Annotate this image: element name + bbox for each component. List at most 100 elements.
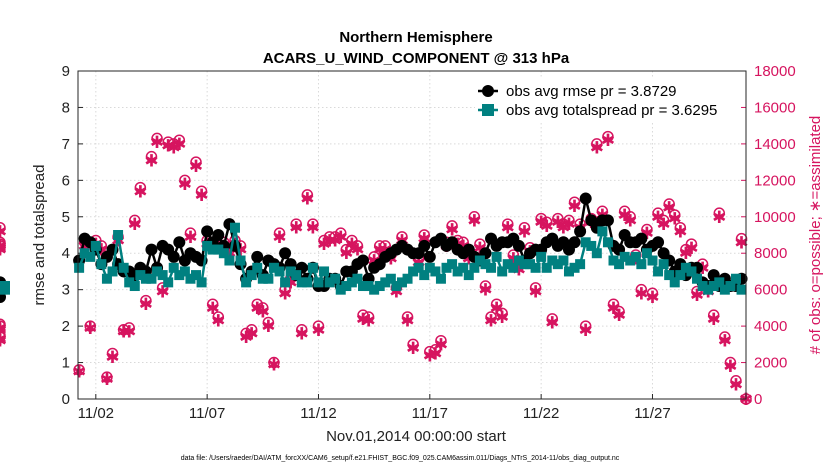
obs-assimilated-point: ✱ (172, 135, 186, 155)
spread-point (152, 266, 163, 277)
obs-assimilated-point: ✱ (295, 324, 309, 344)
obs-possible-point (195, 185, 208, 198)
y2-tick-label: 10000 (754, 209, 796, 226)
spread-point (458, 262, 469, 273)
spread-point (647, 255, 658, 266)
spread-point (74, 262, 85, 273)
obs-assimilated-point: ✱ (0, 239, 7, 259)
y2-axis-label: # of obs: o=possible; ∗=assimilated (807, 116, 824, 355)
obs-assimilated-point: ✱ (167, 139, 181, 159)
y-tick-label: 1 (62, 355, 70, 372)
x-tick-label: 11/07 (189, 405, 225, 422)
spread-point (580, 237, 591, 248)
obs-possible-point (668, 209, 681, 221)
spread-point (263, 273, 274, 284)
spread-point (163, 277, 174, 288)
rmse-point (201, 225, 214, 238)
spread-point (469, 262, 480, 273)
obs-possible-point (340, 243, 353, 256)
spread-point (563, 266, 574, 277)
obs-assimilated-point: ✱ (150, 133, 164, 153)
obs-assimilated-point: ✱ (601, 131, 615, 151)
obs-assimilated-point: ✱ (0, 330, 7, 350)
obs-possible-point (424, 345, 436, 358)
spread-point (730, 273, 741, 284)
obs-assimilated-point: ✱ (729, 375, 743, 395)
obs-possible-point (245, 324, 258, 336)
x-axis-ticks: 11/02 11/07 11/12 11/17 11/22 11/27 (78, 394, 671, 422)
spread-point (341, 281, 352, 292)
spread-point (313, 277, 324, 288)
obs-possible-point (501, 218, 514, 230)
obs-possible-point (173, 134, 186, 146)
spread-point (202, 240, 213, 251)
obs-possible-point (657, 214, 670, 227)
right-axis-ticks: 0 2000 4000 6000 8000 10000 12000 14000 16000 180… (741, 63, 796, 408)
obs-assimilated-point: ✱ (117, 323, 131, 343)
obs-possible-point (719, 331, 731, 343)
obs-assimilated-point: ✱ (651, 208, 665, 228)
obs-possible-point (435, 334, 447, 347)
spread-point (396, 277, 407, 288)
obs-assimilated-point: ✱ (0, 319, 7, 339)
obs-possible-point (579, 320, 592, 332)
y-tick-label: 0 (62, 391, 70, 408)
obs-possible-point (429, 344, 442, 356)
obs-possible-point (607, 298, 620, 310)
obs-assimilated-point: ✱ (272, 228, 286, 248)
obs-possible-point (685, 238, 698, 250)
obs-assimilated-point: ✱ (267, 355, 281, 375)
obs-assimilated-point: ✱ (668, 210, 682, 230)
spread-point (168, 262, 179, 273)
chart-subtitle: ACARS_U_WIND_COMPONENT @ 313 hPa (263, 50, 570, 67)
obs-assimilated-point: ✱ (178, 175, 192, 195)
obs-possible-point (323, 231, 336, 243)
obs-assimilated-point: ✱ (562, 215, 576, 235)
spread-point (569, 262, 580, 273)
spread-point (140, 273, 151, 284)
obs-assimilated-point: ✱ (345, 235, 359, 255)
spread-point (602, 237, 613, 248)
rmse-point (601, 214, 614, 227)
obs-possible-point (290, 218, 302, 230)
obs-possible-point (490, 298, 503, 310)
spread-point (96, 259, 107, 270)
spread-point (519, 259, 530, 270)
obs-assimilated-point: ✱ (556, 219, 570, 239)
y-tick-label: 7 (62, 136, 70, 153)
obs-possible-point (407, 338, 419, 351)
obs-assimilated-point: ✱ (100, 370, 114, 390)
obs-assimilated-point: ✱ (606, 299, 620, 319)
legend-rmse-marker (482, 85, 494, 97)
obs-assimilated-point: ✱ (707, 310, 721, 330)
obs-assimilated-point: ✱ (161, 137, 175, 157)
obs-assimilated-point: ✱ (328, 231, 342, 251)
obs-assimilated-point: ✱ (428, 344, 442, 364)
obs-possible-point (635, 283, 648, 296)
spread-point (513, 255, 524, 266)
obs-possible-point (373, 240, 386, 252)
obs-possible-point (184, 227, 197, 239)
spread-point (113, 230, 124, 240)
spread-point (430, 266, 441, 277)
obs-assimilated-point: ✱ (662, 199, 676, 219)
spread-point (174, 270, 185, 281)
obs-assimilated-point: ✱ (139, 295, 153, 315)
obs-assimilated-point: ✱ (211, 312, 225, 332)
spread-point (630, 251, 641, 262)
obs-possible-point (0, 331, 6, 343)
spread-point (658, 259, 669, 270)
obs-possible-point (362, 311, 375, 323)
obs-possible-point (0, 236, 6, 249)
rmse-point (173, 236, 186, 249)
obs-possible-point (156, 282, 169, 294)
spread-point (575, 259, 586, 270)
spread-point (452, 266, 463, 277)
endpoint-asterisk: ✱ (739, 390, 753, 410)
obs-possible-point (123, 322, 135, 334)
y2-tick-label: 14000 (754, 136, 796, 153)
rmse-point (357, 254, 370, 267)
rmse-point (568, 236, 581, 249)
spread-point (229, 222, 240, 233)
